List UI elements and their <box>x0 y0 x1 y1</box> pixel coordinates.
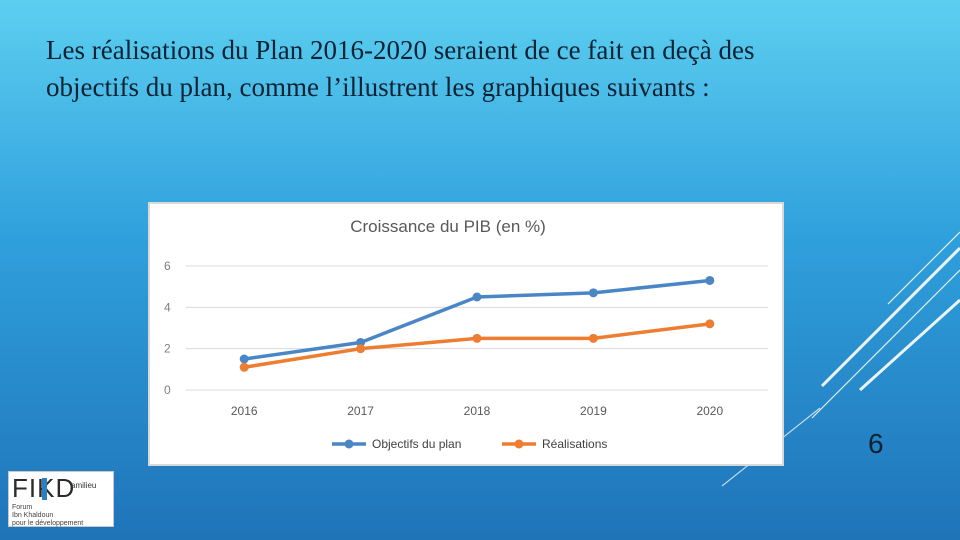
chart-legend: Objectifs du plan Réalisations <box>332 437 607 451</box>
data-point <box>705 275 715 285</box>
legend-label: Objectifs du plan <box>372 437 461 451</box>
data-point <box>588 288 598 298</box>
x-tick-label: 2017 <box>347 404 374 418</box>
data-point <box>356 337 366 347</box>
title-line-1: Les réalisations du Plan 2016-2020 serai… <box>46 35 755 65</box>
data-point <box>356 344 366 354</box>
y-tick-label: 2 <box>164 342 171 356</box>
data-point <box>239 354 249 364</box>
legend-item-1: Objectifs du plan <box>332 437 461 451</box>
data-point <box>705 319 715 329</box>
data-series <box>239 275 715 372</box>
x-tick-label: 2020 <box>696 404 723 418</box>
y-tick-label: 4 <box>164 300 171 314</box>
logo-line-3: pour le développement <box>12 520 84 527</box>
data-point <box>472 333 482 343</box>
logo-line-2: Ibn Khaldoun <box>12 512 54 519</box>
y-axis-ticks: 0 2 4 6 <box>164 259 171 397</box>
y-tick-label: 6 <box>164 259 171 273</box>
slide-title: Les réalisations du Plan 2016-2020 serai… <box>46 32 926 106</box>
x-tick-label: 2016 <box>231 404 258 418</box>
fikd-logo: FIKD amilieu Forum Ibn Khaldoun pour le … <box>8 471 114 527</box>
logo-line-1: Forum <box>12 504 33 511</box>
series-line <box>243 322 711 369</box>
title-line-2: objectifs du plan, comme l’illustrent le… <box>46 72 710 102</box>
gridlines <box>186 265 768 391</box>
legend-item-2: Réalisations <box>502 437 607 451</box>
data-point <box>239 362 249 372</box>
legend-marker <box>514 439 524 449</box>
data-point <box>588 333 598 343</box>
series-1 <box>239 275 715 364</box>
series-2 <box>239 319 715 372</box>
legend-marker <box>344 439 354 449</box>
x-axis-ticks: 2016 2017 2018 2019 2020 <box>231 404 724 418</box>
x-tick-label: 2018 <box>464 404 491 418</box>
page-number: 6 <box>868 428 884 459</box>
series-line <box>243 278 710 361</box>
chart-title: Croissance du PIB (en %) <box>350 217 546 236</box>
legend-label: Réalisations <box>542 437 607 451</box>
logo-tag: amilieu <box>71 481 97 490</box>
x-tick-label: 2019 <box>580 404 607 418</box>
data-point <box>472 292 482 302</box>
logo-accent-bar <box>42 478 47 500</box>
y-tick-label: 0 <box>164 383 171 397</box>
